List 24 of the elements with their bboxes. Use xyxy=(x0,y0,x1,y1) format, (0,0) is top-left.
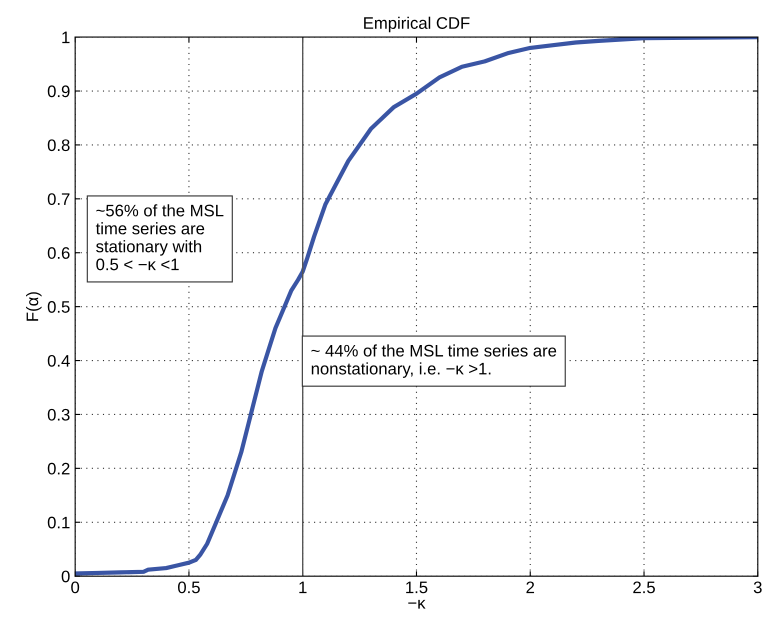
x-tick-label: 3 xyxy=(754,581,762,594)
x-tick-label: 1 xyxy=(299,582,307,594)
x-tick-label: 0.5 xyxy=(178,581,200,594)
y-axis-title: F(α) xyxy=(26,292,42,321)
x-tick-label: 0 xyxy=(71,581,80,594)
chart-title: Empirical CDF xyxy=(364,16,470,32)
line-series xyxy=(75,37,758,576)
x-tick-label: 2.5 xyxy=(633,581,655,594)
y-tick-label: 0 xyxy=(62,570,70,582)
y-tick-label: 0.8 xyxy=(48,139,70,152)
y-tick-label: 0.4 xyxy=(48,354,70,367)
x-tick-label: 2 xyxy=(526,581,534,594)
x-axis-title: −κ xyxy=(408,600,426,609)
x-tick-label: 1.5 xyxy=(406,582,428,594)
annotation: ~56% of the MSL time series are stationary with 0.5 < −κ <1 xyxy=(96,204,224,270)
y-tick-label: 0.9 xyxy=(48,85,70,98)
y-tick-label: 0.7 xyxy=(48,193,70,206)
y-tick-label: 0.6 xyxy=(48,247,70,259)
y-tick-label: 0.5 xyxy=(48,301,70,313)
y-tick-label: 0.2 xyxy=(48,462,70,475)
annotation: ~ 44% of the MSL time series are nonstationary, i.e. −κ >1. xyxy=(311,344,556,378)
y-tick-label: 0.1 xyxy=(48,516,70,528)
y-tick-label: 1 xyxy=(62,32,70,44)
y-tick-label: 0.3 xyxy=(48,408,70,421)
